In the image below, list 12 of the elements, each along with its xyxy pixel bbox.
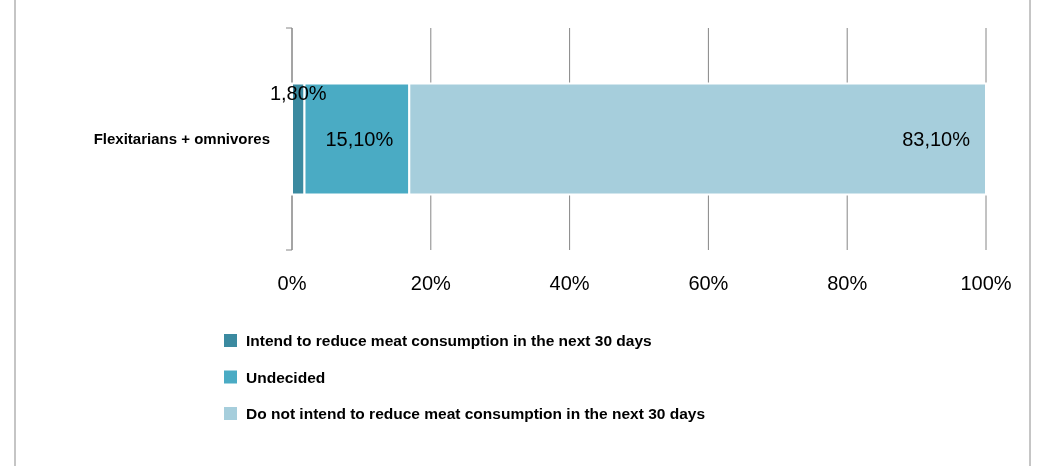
x-tick-label: 60% bbox=[688, 272, 729, 294]
data-label: 15,10% bbox=[325, 128, 394, 150]
legend-label: Intend to reduce meat consumption in the next 30 days bbox=[246, 332, 652, 349]
x-tick-label: 100% bbox=[960, 272, 1012, 294]
x-tick-label: 80% bbox=[827, 272, 868, 294]
x-tick-label: 40% bbox=[549, 272, 590, 294]
x-tick-label: 0% bbox=[277, 272, 307, 294]
data-label: 83,10% bbox=[902, 128, 971, 150]
legend-label: Do not intend to reduce meat consumption in the next 30 days bbox=[246, 405, 706, 422]
legend-label: Undecided bbox=[246, 368, 326, 386]
x-tick-label: 20% bbox=[410, 272, 452, 294]
y-tick-label: Flexitarians + omnivores bbox=[93, 130, 270, 147]
